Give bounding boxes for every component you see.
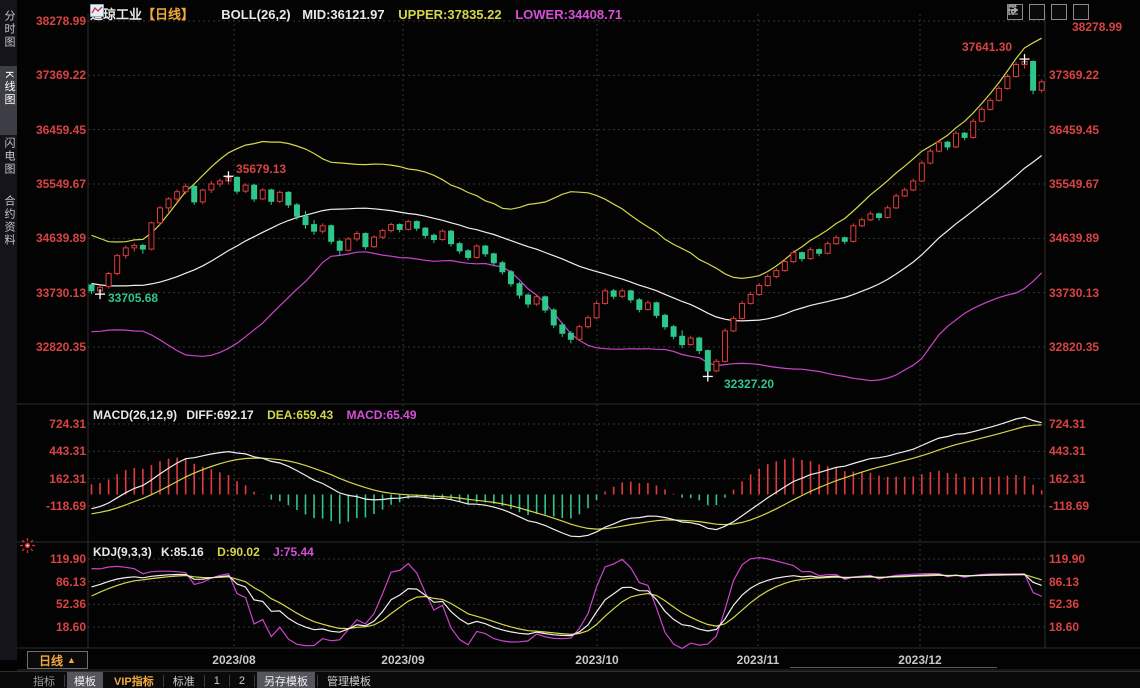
divider — [64, 674, 65, 687]
divider — [316, 674, 318, 687]
bottom-toolbar: 指标 模板 VIP指标 标准 1 2 另存模板 管理模板 — [0, 671, 1140, 688]
y-axis-label: 37369.22 — [35, 68, 86, 83]
x-axis-label: 2023/08 — [212, 653, 256, 667]
compress-axis-left-icon[interactable] — [1008, 4, 1045, 20]
y-axis-label: -118.69 — [1049, 499, 1090, 513]
y-axis-label: 33730.13 — [35, 285, 86, 300]
boll-indicator-label[interactable]: BOLL(26,2) — [221, 7, 291, 22]
kdj-title[interactable]: KDJ(9,3,3) — [93, 545, 152, 559]
sidebar-tab-label: 合约资料 — [3, 195, 15, 247]
scroll-position-indicator[interactable] — [790, 667, 997, 668]
y-axis-label: 36459.45 — [35, 122, 86, 137]
y-axis-label: 35549.67 — [1049, 177, 1100, 191]
sidebar-tab-label: 闪电图 — [3, 137, 15, 176]
boll-mid-value: MID:36121.97 — [302, 7, 385, 22]
y-axis-label: -118.69 — [45, 499, 86, 513]
sidebar-tab-label: 分时图 — [3, 10, 15, 49]
y-axis-label: 32820.35 — [1049, 340, 1100, 354]
price-low-annotation: 33705.68 — [108, 291, 159, 305]
y-axis-label: 18.60 — [1049, 620, 1080, 634]
price-low-annotation: 32327.20 — [724, 377, 775, 391]
toolbar-item-indicator[interactable]: 指标 — [33, 675, 55, 688]
kdj-k-value: K:85.16 — [161, 545, 204, 559]
y-axis-label: 119.90 — [1049, 552, 1086, 566]
boll-lower-value: LOWER:34408.71 — [515, 7, 623, 22]
y-axis-label: 443.31 — [49, 444, 86, 459]
triangle-up-icon: ▲ — [67, 655, 76, 665]
toolbar-item-slot-2[interactable]: 2 — [238, 674, 245, 687]
y-axis-label: 38278.99 — [35, 14, 86, 28]
macd-diff-value: DIFF:692.17 — [186, 408, 254, 422]
y-axis-label: 86.13 — [1049, 574, 1080, 589]
divider — [203, 674, 205, 687]
y-axis-label: 34639.89 — [35, 231, 86, 246]
x-axis-label: 2023/11 — [736, 653, 780, 667]
toolbar-item-save-template[interactable]: 另存模板 — [256, 671, 315, 688]
x-axis-label: 2023/12 — [898, 653, 942, 667]
divider — [253, 674, 255, 687]
y-axis-label: 52.36 — [1049, 597, 1080, 612]
toolbar-item-manage-template[interactable]: 管理模板 — [326, 675, 371, 688]
period-tag: 【日线】 — [142, 7, 195, 22]
macd-value: MACD:65.49 — [346, 408, 417, 422]
y-axis-label: 162.31 — [49, 471, 86, 486]
price-high-annotation: 35679.13 — [236, 162, 287, 176]
y-axis-label: 52.36 — [55, 597, 86, 612]
toolbar-item-vip-indicator[interactable]: VIP指标 — [114, 675, 154, 688]
macd-title[interactable]: MACD(26,12,9) — [93, 408, 178, 422]
kdj-pane-header: KDJ(9,3,3) K:85.16 D:90.02 J:75.44 — [93, 545, 314, 559]
y-axis-label: 86.13 — [55, 574, 86, 589]
boll-upper-value: UPPER:37835.22 — [398, 7, 502, 22]
y-axis-label: 36459.45 — [1049, 122, 1100, 137]
sidebar-tab-timeshare[interactable]: 分时图 — [0, 5, 17, 70]
price-high-annotation: 37641.30 — [962, 40, 1013, 54]
x-axis-label: 2023/09 — [381, 653, 425, 667]
y-axis-label: 38278.99 — [1072, 20, 1123, 34]
period-selector[interactable]: 日线 ▲ — [27, 651, 88, 669]
toolbar-item-template[interactable]: 模板 — [67, 671, 103, 688]
y-axis-label: 37369.22 — [1049, 68, 1100, 83]
y-axis-label: 34639.89 — [1049, 231, 1100, 246]
y-axis-label: 33730.13 — [1049, 285, 1100, 300]
y-axis-label: 35549.67 — [35, 177, 86, 191]
toolbar-item-slot-1[interactable]: 1 — [213, 674, 220, 687]
shift-right-icon[interactable] — [1008, 4, 1089, 20]
sidebar-tab-contract-info[interactable]: 合约资料 — [0, 190, 17, 277]
chart-toolbuttons — [1007, 4, 1089, 20]
period-label: 日线 — [39, 653, 64, 668]
y-axis-label: 18.60 — [55, 620, 86, 634]
chart-header: 道琼工业【日线】 BOLL(26,2) MID:36121.97 UPPER:3… — [90, 4, 622, 23]
sidebar-tab-lightning[interactable]: 闪电图 — [0, 132, 17, 199]
macd-dea-value: DEA:659.43 — [267, 408, 334, 422]
divider — [162, 674, 164, 687]
x-axis-label: 2023/10 — [575, 653, 619, 667]
sidebar-tab-label: K线图 — [3, 71, 15, 107]
y-axis-label: 724.31 — [49, 417, 86, 431]
y-axis-label: 724.31 — [1049, 417, 1086, 431]
left-sidebar: 分时图 K线图 闪电图 合约资料 — [0, 0, 17, 660]
kdj-j-value: J:75.44 — [273, 545, 314, 559]
sidebar-tab-kline[interactable]: K线图 — [0, 66, 17, 135]
divider — [228, 674, 230, 687]
y-axis-label: 443.31 — [1049, 444, 1086, 459]
mini-chart-icon — [90, 4, 215, 21]
y-axis-label: 32820.35 — [35, 340, 86, 354]
y-axis-label: 162.31 — [1049, 471, 1086, 486]
compress-axis-right-icon[interactable] — [1008, 4, 1067, 20]
macd-pane-header: MACD(26,12,9) DIFF:692.17 DEA:659.43 MAC… — [93, 408, 417, 422]
toolbar-item-standard[interactable]: 标准 — [172, 675, 195, 688]
y-axis-label: 119.90 — [49, 552, 86, 566]
kdj-d-value: D:90.02 — [217, 545, 260, 559]
